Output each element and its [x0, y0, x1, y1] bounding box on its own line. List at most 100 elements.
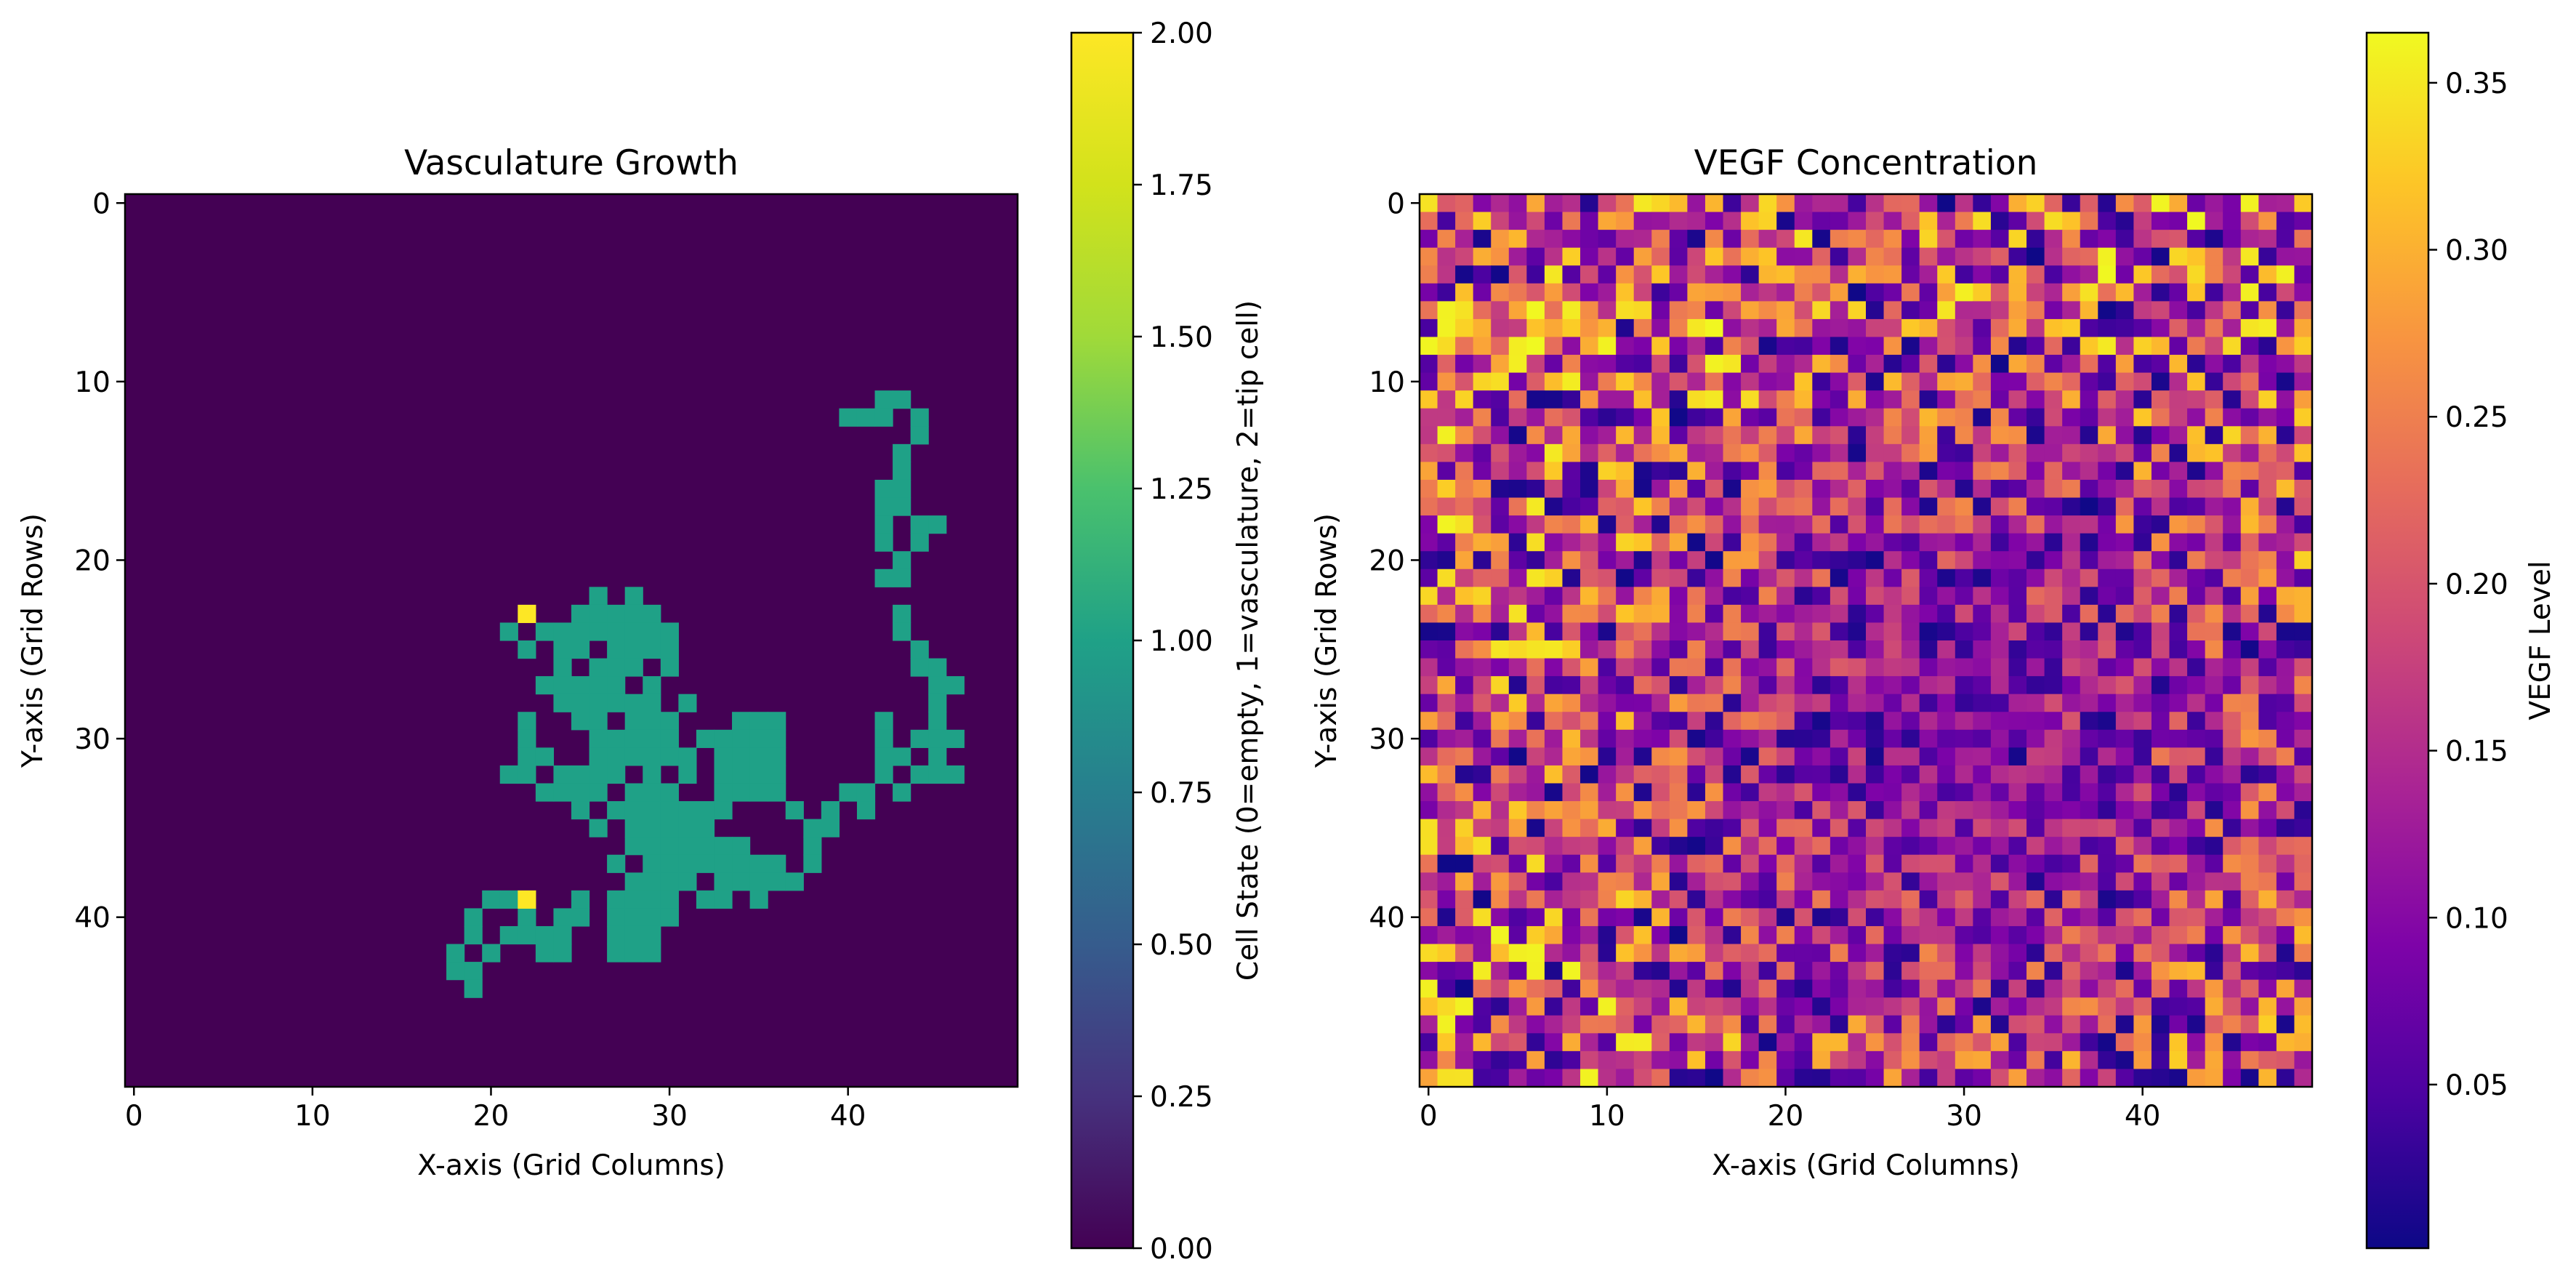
vegf-cell: [1704, 568, 1724, 587]
vasculature-cell: [607, 801, 626, 820]
vegf-cell: [1562, 890, 1581, 909]
vegf-cell: [2098, 747, 2117, 766]
vegf-cell: [2115, 587, 2134, 606]
vegf-cell: [1937, 337, 1956, 355]
vegf-cell: [1420, 890, 1438, 909]
vegf-cell: [2008, 1033, 2027, 1052]
vegf-cell: [1883, 604, 1902, 624]
vegf-cell: [2115, 997, 2134, 1016]
vegf-cell: [2151, 962, 2170, 981]
vegf-cell: [1758, 587, 1777, 606]
vegf-cell: [2133, 443, 2152, 462]
vegf-cell: [1420, 1069, 1438, 1088]
vegf-cell: [1990, 337, 2010, 355]
vegf-cell: [1508, 854, 1527, 873]
vegf-cell: [2276, 604, 2295, 624]
vegf-cell: [1508, 872, 1527, 891]
vegf-cell: [2026, 372, 2045, 391]
vegf-colorbar-tick-label: 0.25: [2445, 401, 2508, 434]
vegf-cell: [1669, 765, 1688, 784]
vegf-cell: [1651, 819, 1670, 837]
vegf-cell: [1776, 533, 1795, 552]
vasculature-cell: [571, 783, 590, 802]
vegf-cell: [1919, 247, 1938, 266]
vegf-cell: [1848, 194, 1867, 213]
vegf-cell: [1866, 194, 1885, 213]
vegf-cell: [1616, 872, 1635, 891]
vegf-cell: [1633, 1050, 1652, 1070]
vegf-cell: [1955, 658, 1973, 677]
vegf-cell: [2008, 230, 2027, 249]
vegf-cell: [1687, 1069, 1706, 1088]
vegf-cell: [1704, 997, 1724, 1016]
vegf-cell: [2276, 318, 2295, 338]
vegf-cell: [1848, 658, 1867, 677]
vegf-cell: [1633, 194, 1652, 213]
vegf-cell: [1758, 372, 1777, 391]
vegf-cell: [1901, 872, 1920, 891]
vegf-cell: [2294, 712, 2313, 731]
vegf-cell: [1544, 925, 1563, 945]
vegf-cell: [1955, 497, 1973, 516]
vasculature-cell: [571, 676, 590, 695]
vegf-cell: [1473, 783, 1492, 802]
vegf-cell: [2151, 443, 2170, 462]
vasculature-x-ticks: 0 10 20 30 40: [125, 1087, 866, 1133]
vasculature-cell: [785, 801, 804, 820]
vegf-cell: [1491, 747, 1510, 766]
vegf-cell: [1437, 765, 1456, 784]
vegf-cell: [2187, 676, 2206, 695]
vegf-cell: [1704, 1015, 1724, 1034]
vegf-cell: [1776, 658, 1795, 677]
vegf-cell: [1687, 301, 1706, 320]
vasculature-cell: [553, 694, 572, 712]
vegf-cell: [1526, 533, 1545, 552]
vegf-cell: [1526, 1069, 1545, 1088]
vegf-cell: [2062, 729, 2081, 748]
vegf-cell: [2098, 1015, 2117, 1034]
vegf-cell: [1651, 925, 1670, 945]
vegf-cell: [2240, 1033, 2259, 1052]
vegf-cell: [1848, 426, 1867, 445]
vegf-cell: [1973, 622, 1992, 641]
vegf-cell: [1883, 658, 1902, 677]
vegf-cell: [1758, 426, 1777, 445]
vasculature-cell: [856, 408, 876, 427]
vegf-cell: [1866, 587, 1885, 606]
vegf-cell: [2276, 408, 2295, 427]
vegf-cell: [1919, 819, 1938, 837]
vegf-cell: [1901, 801, 1920, 820]
vegf-cell: [2240, 676, 2259, 695]
vegf-cell: [1704, 265, 1724, 284]
vegf-cell: [2240, 908, 2259, 927]
vegf-cell: [1776, 712, 1795, 731]
vegf-cell: [1437, 443, 1456, 462]
vegf-cell: [2151, 265, 2170, 284]
vegf-cell: [2223, 337, 2242, 355]
vegf-cell: [2151, 997, 2170, 1016]
vegf-cell: [1598, 265, 1617, 284]
vegf-cell: [1437, 247, 1456, 266]
vegf-cell: [2151, 925, 2170, 945]
vegf-cell: [1937, 819, 1956, 837]
vegf-cell: [1562, 337, 1581, 355]
vegf-cell: [1669, 819, 1688, 837]
vegf-cell: [1473, 801, 1492, 820]
vegf-cell: [1901, 247, 1920, 266]
vegf-cell: [1598, 712, 1617, 731]
vegf-cell: [2098, 426, 2117, 445]
vasculature-cell: [535, 783, 555, 802]
vegf-cell: [2151, 212, 2170, 230]
vegf-cell: [1830, 658, 1849, 677]
vegf-cell: [1633, 426, 1652, 445]
vegf-cell: [2240, 819, 2259, 837]
vegf-cell: [1580, 962, 1599, 981]
vegf-cell: [1508, 801, 1527, 820]
vegf-cell: [2062, 712, 2081, 731]
vegf-cell: [1580, 355, 1599, 374]
vegf-cell: [2276, 783, 2295, 802]
vegf-cell: [2205, 729, 2223, 748]
vegf-cell: [1830, 355, 1849, 374]
vegf-cell: [2080, 587, 2098, 606]
